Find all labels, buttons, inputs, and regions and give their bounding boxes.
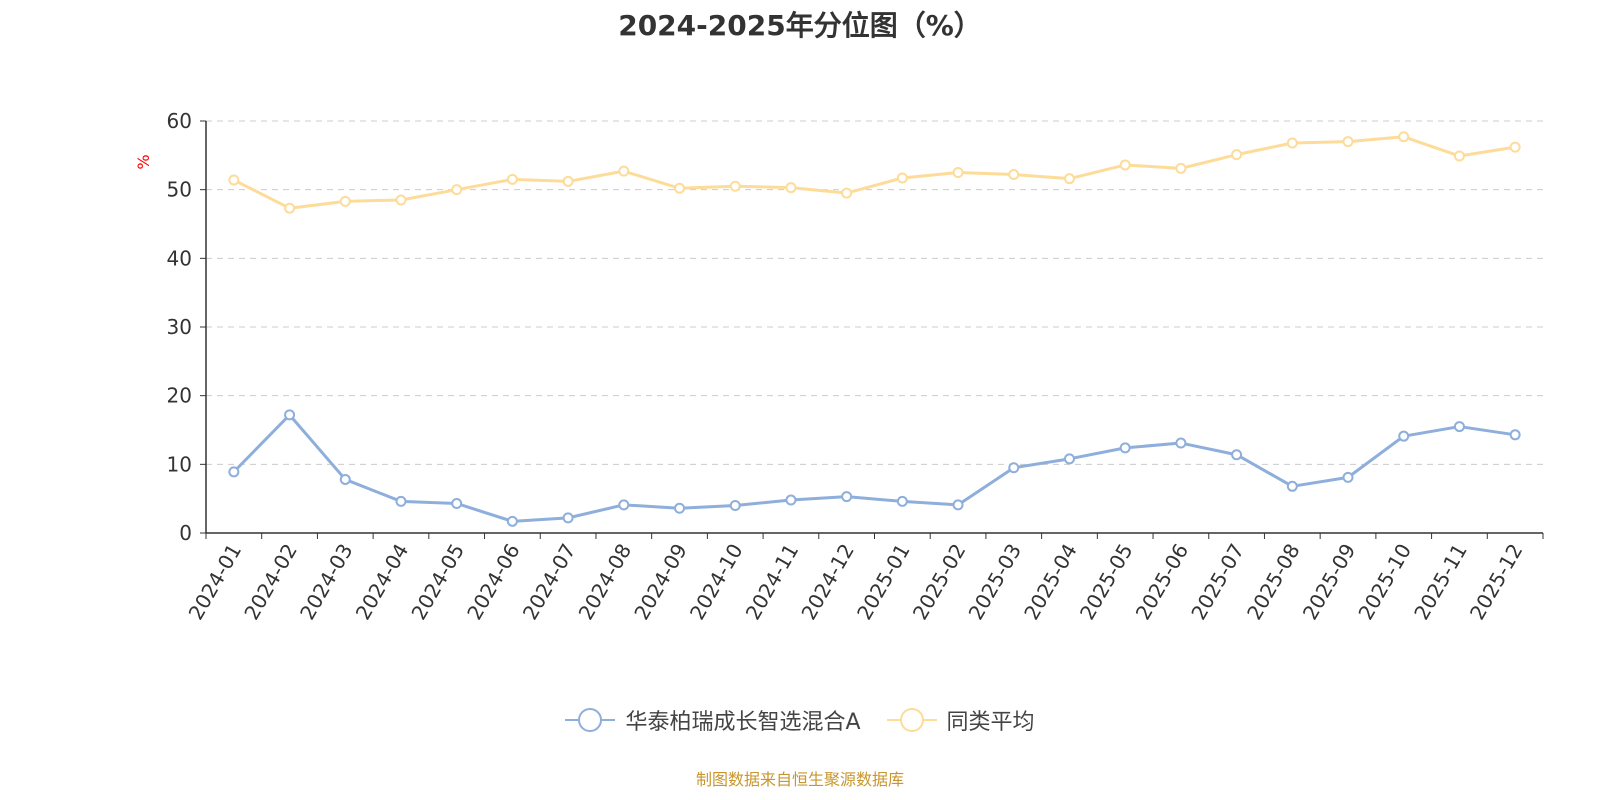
data-point-series-1 (1175, 437, 1187, 449)
x-tick-label: 2024-09 (629, 540, 692, 624)
data-point-series-1 (785, 494, 797, 506)
x-tick-label: 2025-11 (1409, 540, 1472, 624)
data-point-series-1 (729, 500, 741, 512)
series-line-2 (233, 135, 1516, 210)
legend-marker-series-1 (565, 708, 616, 732)
x-tick-label: 2024-10 (685, 540, 748, 624)
data-point-series-1 (896, 495, 908, 507)
x-tick-label: 2025-12 (1465, 540, 1528, 624)
y-tick-label: 50 (167, 178, 192, 202)
y-tick-label: 30 (167, 315, 192, 339)
x-tick-label: 2025-07 (1186, 540, 1249, 624)
x-tick-label: 2024-08 (574, 540, 637, 624)
x-tick-label: 2024-05 (406, 540, 469, 624)
y-tick-label: 0 (179, 521, 192, 545)
data-point-series-1 (1231, 449, 1243, 461)
x-tick-label: 2025-05 (1075, 540, 1138, 624)
x-tick-label: 2025-03 (964, 539, 1027, 623)
x-tick-label: 2024-06 (462, 540, 525, 624)
data-point-series-2 (451, 184, 463, 196)
data-point-series-1 (1286, 480, 1298, 492)
data-point-series-2 (674, 182, 686, 194)
data-point-series-2 (1342, 136, 1354, 148)
data-point-series-2 (952, 167, 964, 178)
data-point-series-2 (1509, 141, 1521, 153)
data-point-series-2 (228, 174, 240, 186)
x-tick-label: 2025-04 (1019, 540, 1082, 624)
data-point-series-2 (339, 195, 351, 207)
x-tick-label: 2024-11 (741, 540, 804, 624)
data-point-series-1 (395, 495, 407, 507)
x-tick-label: 2024-12 (796, 540, 859, 624)
data-point-series-1 (284, 409, 296, 421)
x-tick-label: 2024-04 (351, 540, 414, 624)
legend: 华泰柏瑞成长智选混合A 同类平均 (0, 704, 1600, 736)
data-point-series-2 (1175, 162, 1187, 174)
legend-item-series-1[interactable]: 华泰柏瑞成长智选混合A (565, 704, 861, 736)
legend-label-series-1: 华泰柏瑞成长智选混合A (625, 710, 861, 735)
data-point-series-2 (1286, 137, 1298, 149)
data-point-series-2 (618, 165, 630, 177)
data-point-series-1 (952, 499, 964, 511)
data-point-series-1 (339, 473, 351, 485)
x-tick-label: 2025-10 (1353, 540, 1416, 624)
data-point-series-1 (1008, 462, 1020, 474)
source-footnote: 制图数据来自恒生聚源数据库 (695, 770, 904, 789)
data-point-series-1 (674, 502, 686, 514)
series-lines (228, 131, 1521, 527)
data-point-series-1 (618, 499, 630, 511)
data-point-series-2 (785, 182, 797, 194)
legend-item-series-2[interactable]: 同类平均 (886, 704, 1035, 736)
data-point-series-1 (562, 512, 574, 524)
y-tick-label: 40 (167, 246, 192, 270)
data-point-series-2 (1119, 159, 1131, 171)
data-point-series-2 (1008, 169, 1020, 181)
grid-lines (206, 120, 1543, 465)
y-tick-label: 20 (167, 384, 192, 408)
y-tick-label: 10 (167, 452, 192, 476)
data-point-series-1 (1342, 471, 1354, 483)
x-tick-label: 2024-02 (239, 540, 302, 624)
data-point-series-2 (1231, 149, 1243, 161)
data-point-series-1 (1453, 421, 1465, 433)
data-point-series-2 (896, 172, 908, 184)
data-point-series-1 (1509, 429, 1521, 441)
data-point-series-2 (1453, 150, 1465, 162)
data-point-series-2 (284, 202, 296, 214)
x-tick-labels: 2024-012024-022024-032024-042024-052024-… (184, 539, 1528, 623)
data-point-series-2 (395, 194, 407, 206)
x-tick-label: 2024-03 (295, 540, 358, 624)
data-point-series-2 (1063, 173, 1075, 185)
chart-title: 2024-2025年分位图（%） (618, 9, 982, 42)
x-tick-label: 2024-01 (184, 540, 247, 624)
legend-marker-series-2 (886, 708, 937, 732)
legend-label-series-2: 同类平均 (946, 710, 1035, 735)
x-tick-label: 2025-08 (1242, 540, 1305, 624)
y-tick-labels: 0 10 20 30 40 50 60 (167, 109, 192, 545)
x-tick-label: 2025-02 (908, 540, 971, 624)
data-point-series-1 (841, 491, 853, 503)
data-point-series-1 (506, 515, 518, 527)
series-line-1 (232, 413, 1516, 523)
x-tick-label: 2024-07 (518, 540, 581, 624)
data-point-series-1 (451, 497, 463, 509)
data-point-series-1 (1398, 430, 1410, 442)
data-point-series-2 (506, 173, 518, 185)
data-point-series-2 (1398, 131, 1410, 143)
x-tick-label: 2025-01 (852, 540, 915, 624)
x-tick-label: 2025-09 (1298, 540, 1361, 624)
data-point-series-2 (729, 180, 741, 192)
data-point-series-1 (1063, 453, 1075, 465)
x-tick-label: 2025-06 (1131, 540, 1194, 624)
axes (200, 120, 1544, 539)
data-point-series-2 (841, 187, 853, 199)
data-point-series-2 (562, 175, 574, 187)
y-tick-label: 60 (167, 109, 192, 133)
data-point-series-1 (228, 466, 240, 478)
data-point-series-1 (1119, 442, 1131, 454)
y-axis-label: % (134, 154, 153, 169)
